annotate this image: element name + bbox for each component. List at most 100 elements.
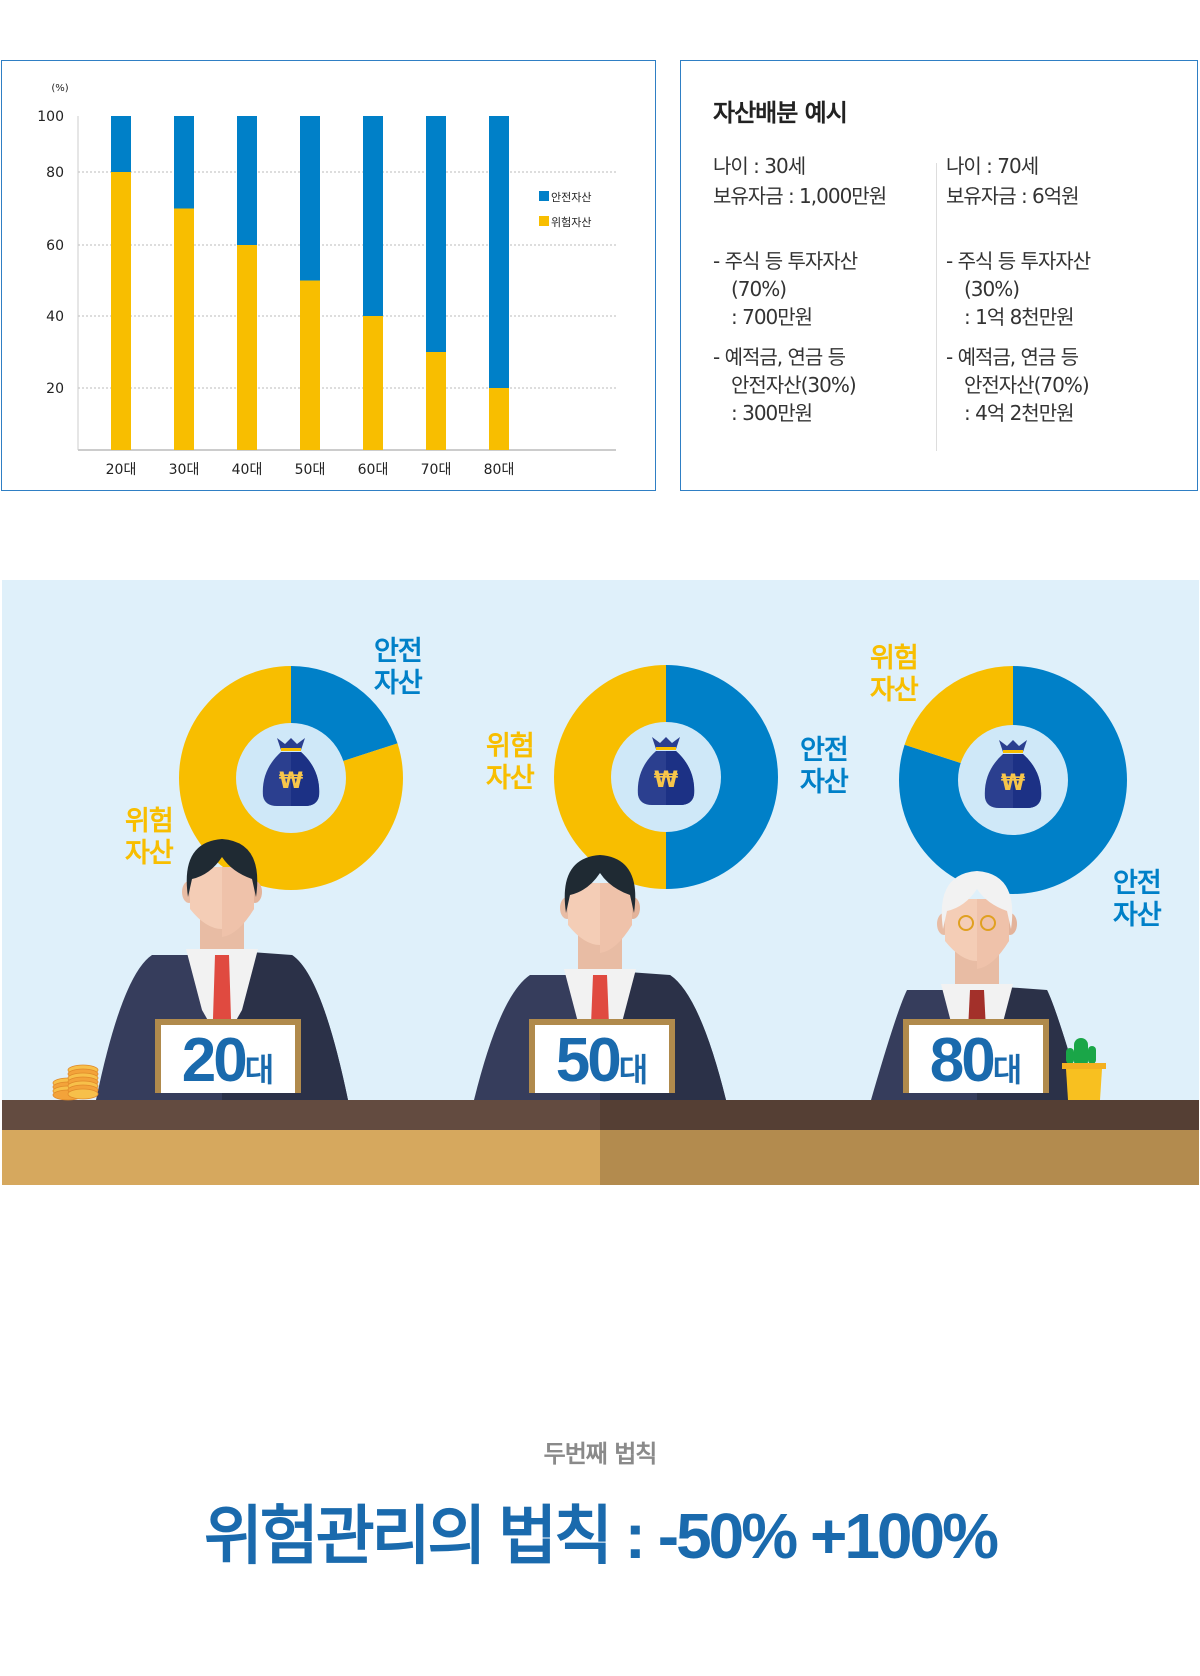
plate-unit: 대 [992,1052,1023,1088]
bar-70대-위험자산 [426,352,446,450]
bag-shade [666,751,695,805]
age-label: 나이 : 30세 [713,154,806,178]
y-tick-label: 60 [46,238,64,254]
bar-40대-위험자산 [237,245,257,450]
desk-front-right [600,1130,1199,1185]
money-bag-icon: ₩ [262,738,320,806]
coin [67,1088,99,1100]
chart-svg: 20 40 60 80 100 (%) 20대 30대 40대 50대 60대 70대 80대 안전자산위… [37,83,616,478]
donut-chart-80s: ₩ [899,666,1127,895]
desk-front-left [2,1130,600,1185]
bar-60대-안전자산 [363,116,383,316]
hair [564,855,636,913]
allocation-example-panel: 자산배분 예시 나이 : 30세 보유자금 : 1,000만원 - 주식 등 투… [680,60,1198,491]
hair [941,871,1013,929]
x-tick-label: 80대 [484,462,515,478]
pot [1066,1069,1102,1100]
x-tick-label: 50대 [295,462,326,478]
bag-tie [277,738,305,750]
y-unit-label: (%) [51,83,68,94]
age-plate-20s: 20대 [155,1019,301,1095]
plate-number: 50 [555,1026,622,1095]
glasses-icon [958,915,974,931]
bag-shade [1013,754,1042,808]
face-shade [222,867,254,937]
donut-20s-safe-label: 안전 자산 [374,636,423,699]
face-shade [600,883,632,953]
cactus-body [1074,1038,1088,1068]
age-plate-50s: 50대 [529,1019,675,1095]
glasses-icon [980,915,996,931]
won-symbol: ₩ [1001,771,1025,796]
y-tick-label: 80 [46,165,64,181]
funds-label: 보유자금 : 1,000만원 [713,184,887,208]
donut-risk-segment [553,665,666,889]
example-70s: 나이 : 70세 보유자금 : 6억원 - 주식 등 투자자산 (30%) : … [946,151,1176,427]
hair [186,839,258,897]
donut-safe-segment [666,665,778,889]
legend-swatch [539,216,549,226]
bag-tie [999,740,1027,752]
bar-20대-안전자산 [111,116,131,172]
age-plate-80s: 80대 [903,1019,1049,1095]
bar-30대-안전자산 [174,116,194,209]
y-tick-label: 40 [46,309,64,325]
bar-60대-위험자산 [363,316,383,450]
bar-30대-위험자산 [174,208,194,450]
plate-unit: 대 [244,1052,275,1088]
example-30s: 나이 : 30세 보유자금 : 1,000만원 - 주식 등 투자자산 (70%… [713,151,943,427]
donut-80s-safe-label: 안전 자산 [1113,868,1162,931]
safe-asset-line: - 예적금, 연금 등 안전자산(70%) : 4억 2천만원 [946,345,1090,425]
money-bag-icon: ₩ [637,737,695,805]
bar-80대-위험자산 [489,388,509,450]
legend-swatch [539,191,549,201]
bag-band [281,748,301,751]
cactus-arm [1066,1048,1074,1064]
bar-70대-안전자산 [426,116,446,352]
x-tick-label: 70대 [421,462,452,478]
donut-chart-50s: ₩ [553,665,778,889]
bag-band [656,747,676,750]
risk-asset-line: - 주식 등 투자자산 (30%) : 1억 8천만원 [946,249,1091,329]
won-symbol: ₩ [279,769,303,794]
donut-20s-risk-label: 위험 자산 [125,806,174,869]
y-tick-label: 20 [46,381,64,397]
legend-label: 위험자산 [551,216,591,229]
bag-tie [652,737,680,749]
bar-20대-위험자산 [111,172,131,450]
bar-80대-안전자산 [489,116,509,388]
age-label: 나이 : 70세 [946,154,1039,178]
x-tick-label: 20대 [106,462,137,478]
cactus-icon [1062,1038,1106,1100]
y-tick-label: 100 [37,109,64,125]
bag-band [1003,750,1023,753]
allocation-title: 자산배분 예시 [713,99,848,127]
age-allocation-illustration: ₩ ₩ ₩ [2,580,1199,1185]
risk-asset-line: - 주식 등 투자자산 (70%) : 700만원 [713,249,858,329]
won-symbol: ₩ [654,768,678,793]
donut-chart-20s: ₩ [179,666,404,891]
column-divider [936,163,937,451]
plate-unit: 대 [618,1052,649,1088]
pot-rim [1062,1063,1106,1069]
stacked-bar-chart-panel: 20 40 60 80 100 (%) 20대 30대 40대 50대 60대 70대 80대 안전자산 위… [1,60,656,491]
desk-top-right [600,1100,1199,1130]
rule-title: 위험관리의 법칙 : -50% +100% [203,1500,999,1572]
desk-top-left [2,1100,600,1130]
donut-80s-risk-label: 위험 자산 [870,643,919,706]
coin-stack-icon [52,1064,99,1101]
funds-label: 보유자금 : 6억원 [946,184,1080,208]
x-tick-label: 60대 [358,462,389,478]
donut-50s-risk-label: 위험 자산 [486,731,535,794]
x-tick-label: 40대 [232,462,263,478]
rule-subtitle: 두번째 법칙 [543,1440,658,1468]
bar-50대-안전자산 [300,116,320,281]
safe-asset-line: - 예적금, 연금 등 안전자산(30%) : 300만원 [713,345,857,425]
bar-40대-안전자산 [237,116,257,245]
donut-50s-safe-label: 안전 자산 [800,735,849,798]
bar-50대-위험자산 [300,280,320,450]
plate-number: 80 [929,1026,996,1095]
bag-shade [291,752,320,806]
cactus-arm [1088,1046,1096,1064]
legend-label: 안전자산 [551,191,591,204]
